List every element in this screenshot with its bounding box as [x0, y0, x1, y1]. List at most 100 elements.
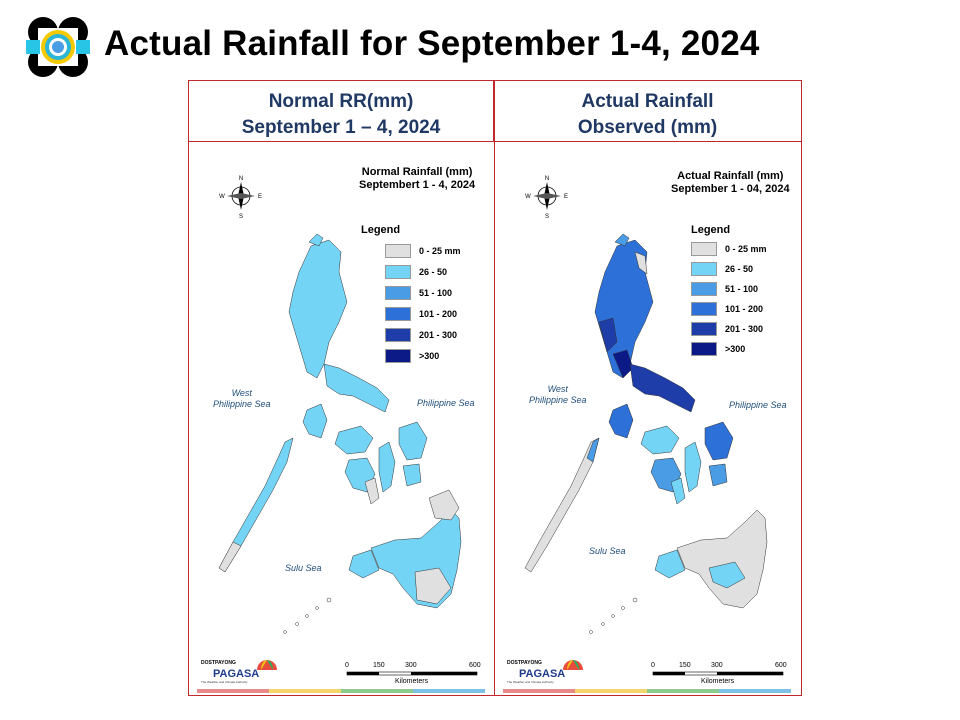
compass-n: N: [545, 176, 549, 182]
legend-item: 0 - 25 mm: [385, 244, 461, 258]
west-sea-line2: Philippine Sea: [213, 399, 271, 409]
page-title: Actual Rainfall for September 1-4, 2024: [104, 24, 760, 63]
right-panel-header: Actual Rainfall Observed (mm): [495, 81, 800, 141]
mindanao-island: [348, 489, 462, 609]
pagasa-umbrella-logo: DOST PAYONG PAGASA The Weather and Clima…: [507, 660, 583, 684]
color-strip-blue: [719, 689, 791, 693]
legend-item: >300: [385, 349, 439, 363]
color-strip-yellow: [575, 689, 647, 693]
legend-item: 101 - 200: [691, 302, 763, 316]
visayas-islands: [640, 421, 734, 505]
color-strip-red: [503, 689, 575, 693]
left-panel-header: Normal RR(mm) September 1 – 4, 2024: [189, 81, 494, 141]
legend-label: 0 - 25 mm: [419, 246, 461, 256]
west-philippine-sea-label: West Philippine Sea: [213, 388, 271, 410]
philippine-sea-label: Philippine Sea: [417, 398, 475, 408]
legend-item: 101 - 200: [385, 307, 457, 321]
compass-w: W: [219, 194, 225, 200]
compass-rose-icon: N S W E: [219, 176, 262, 220]
luzon-island: [288, 233, 390, 413]
legend-label: 201 - 300: [725, 324, 764, 334]
west-sea-line1: West: [547, 384, 568, 394]
west-sea-line1: West: [231, 388, 252, 398]
normal-rainfall-map-svg: N S W E: [218, 176, 462, 634]
philippine-sea-label: Philippine Sea: [729, 400, 787, 410]
actual-rainfall-map-svg: N S W E: [524, 176, 768, 634]
legend-swatch: [385, 265, 411, 279]
sulu-sea-label: Sulu Sea: [589, 546, 626, 556]
legend-swatch: [385, 349, 411, 363]
legend-label: 0 - 25 mm: [725, 244, 767, 254]
compass-w: W: [525, 194, 531, 200]
legend-item: 0 - 25 mm: [691, 242, 767, 256]
legend-label: 101 - 200: [419, 309, 458, 319]
scale-tick-600: 600: [469, 662, 481, 669]
color-strip-red: [197, 689, 269, 693]
normal-rainfall-map: N S W E: [189, 142, 494, 695]
legend-swatch: [691, 262, 717, 276]
left-header-line1: Normal RR(mm): [268, 91, 414, 112]
mindoro-island: [302, 403, 328, 439]
left-header-line2: September 1 – 4, 2024: [241, 117, 441, 138]
sulu-archipelago: [283, 597, 332, 634]
payong-label: PAYONG: [521, 660, 542, 666]
compass-n: N: [239, 176, 243, 182]
pagasa-umbrella-logo: DOST PAYONG PAGASA The Weather and Clima…: [201, 660, 277, 684]
sulu-archipelago: [589, 597, 638, 634]
right-map-title-line1: Actual Rainfall (mm): [677, 170, 784, 182]
legend-item: 51 - 100: [691, 282, 758, 296]
compass-s: S: [239, 214, 243, 220]
legend-item: 51 - 100: [385, 286, 452, 300]
compass-e: E: [564, 194, 568, 200]
scale-tick-600: 600: [775, 662, 787, 669]
pagasa-wordmark: PAGASA: [213, 668, 259, 680]
legend-title: Legend: [691, 224, 731, 236]
scale-unit: Kilometers: [701, 678, 735, 685]
legend-swatch: [691, 342, 717, 356]
color-strip-green: [647, 689, 719, 693]
header-divider: [189, 141, 801, 142]
scale-tick-300: 300: [405, 662, 417, 669]
dost-seal-logo: [26, 17, 90, 77]
legend-swatch: [385, 244, 411, 258]
maps-frame: [188, 80, 802, 696]
color-strip-yellow: [269, 689, 341, 693]
left-map-title-line1: Normal Rainfall (mm): [361, 166, 473, 178]
legend-label: 26 - 50: [419, 267, 448, 277]
dost-label: DOST: [507, 660, 521, 666]
legend-title: Legend: [361, 224, 401, 236]
left-map-title-line2: Septembert 1 - 4, 2024: [359, 179, 476, 191]
color-strip-green: [341, 689, 413, 693]
legend-item: 201 - 300: [385, 328, 457, 342]
scale-tick-150: 150: [679, 662, 691, 669]
legend-item: >300: [691, 342, 745, 356]
legend-label: 26 - 50: [725, 264, 754, 274]
legend-label: >300: [419, 351, 440, 361]
legend-item: 201 - 300: [691, 322, 763, 336]
visayas-islands: [334, 421, 428, 505]
payong-label: PAYONG: [215, 660, 236, 666]
sulu-sea-label: Sulu Sea: [285, 563, 322, 573]
pagasa-wordmark: PAGASA: [519, 668, 565, 680]
mindanao-island: [654, 509, 768, 609]
scale-tick-0: 0: [651, 662, 655, 669]
legend-label: >300: [725, 344, 746, 354]
compass-s: S: [545, 214, 549, 220]
legend-swatch: [691, 282, 717, 296]
west-sea-line2: Philippine Sea: [529, 395, 587, 405]
scale-unit: Kilometers: [395, 678, 429, 685]
legend-label: 51 - 100: [419, 288, 453, 298]
right-map-title-line2: September 1 - 04, 2024: [671, 183, 790, 195]
legend-swatch: [691, 302, 717, 316]
mindoro-island: [608, 403, 634, 439]
legend-label: 51 - 100: [725, 284, 759, 294]
pagasa-tagline: The Weather and Climate Authority: [201, 680, 248, 684]
compass-e: E: [258, 194, 262, 200]
right-header-line1: Actual Rainfall: [581, 91, 714, 112]
legend-swatch: [385, 286, 411, 300]
legend-swatch: [691, 242, 717, 256]
dost-label: DOST: [201, 660, 215, 666]
legend-swatch: [691, 322, 717, 336]
legend-item: 26 - 50: [385, 265, 447, 279]
legend-swatch: [385, 328, 411, 342]
